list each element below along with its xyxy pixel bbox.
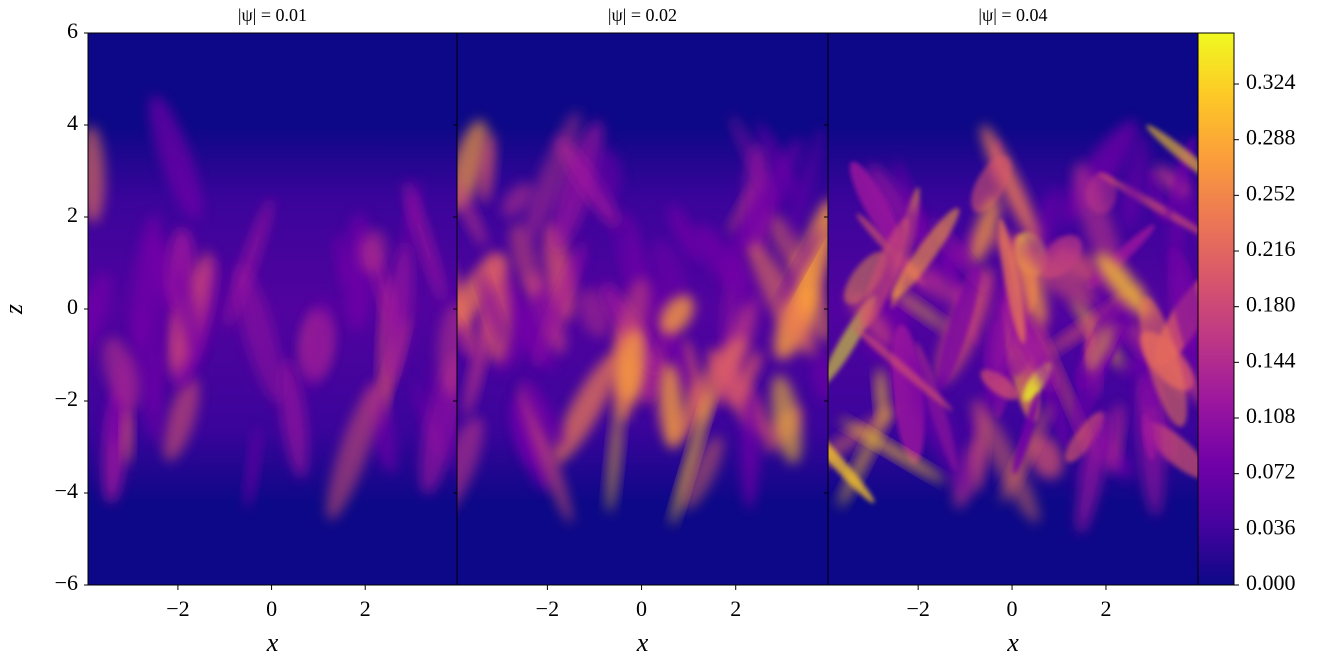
x-tick-label: −2 [166,596,189,621]
colorbar-tick-label: 0.288 [1246,125,1296,150]
x-tick-label: −2 [536,596,559,621]
colorbar-tick-label: 0.108 [1246,403,1296,428]
colorbar-tick-label: 0.000 [1246,570,1296,595]
y-tick-label: 2 [67,202,78,227]
x-tick-label: −2 [906,596,929,621]
colorbar-tick-label: 0.324 [1246,69,1296,94]
y-axis-label: z [0,304,28,315]
x-axis-label: x [1006,628,1019,657]
y-tick-label: 0 [67,294,78,319]
panel-title: |ψ| = 0.02 [608,5,677,25]
y-tick-label: 6 [67,18,78,43]
x-tick-label: 0 [1007,596,1018,621]
y-tick-label: 4 [67,110,78,135]
colorbar-tick-label: 0.252 [1246,180,1296,205]
panel-title: |ψ| = 0.01 [238,5,307,25]
colorbar-tick-label: 0.180 [1246,292,1296,317]
colorbar-tick-label: 0.072 [1246,459,1296,484]
x-tick-label: 2 [360,596,371,621]
x-tick-label: 2 [1100,596,1111,621]
colorbar-tick-label: 0.144 [1246,347,1296,372]
x-tick-label: 2 [730,596,741,621]
colorbar-tick-label: 0.216 [1246,236,1296,261]
colorbar-tick-label: 0.036 [1246,514,1296,539]
y-tick-label: −4 [55,478,78,503]
x-tick-label: 0 [266,596,277,621]
y-tick-label: −2 [55,386,78,411]
panel-title: |ψ| = 0.04 [978,5,1047,25]
x-axis-label: x [636,628,649,657]
colorbar [1197,32,1235,586]
x-tick-label: 0 [636,596,647,621]
heatmap-field [457,33,828,585]
y-tick-label: −6 [55,570,78,595]
x-axis-label: x [266,628,279,657]
heatmap-field [88,33,457,585]
heatmap-field [828,33,1198,585]
